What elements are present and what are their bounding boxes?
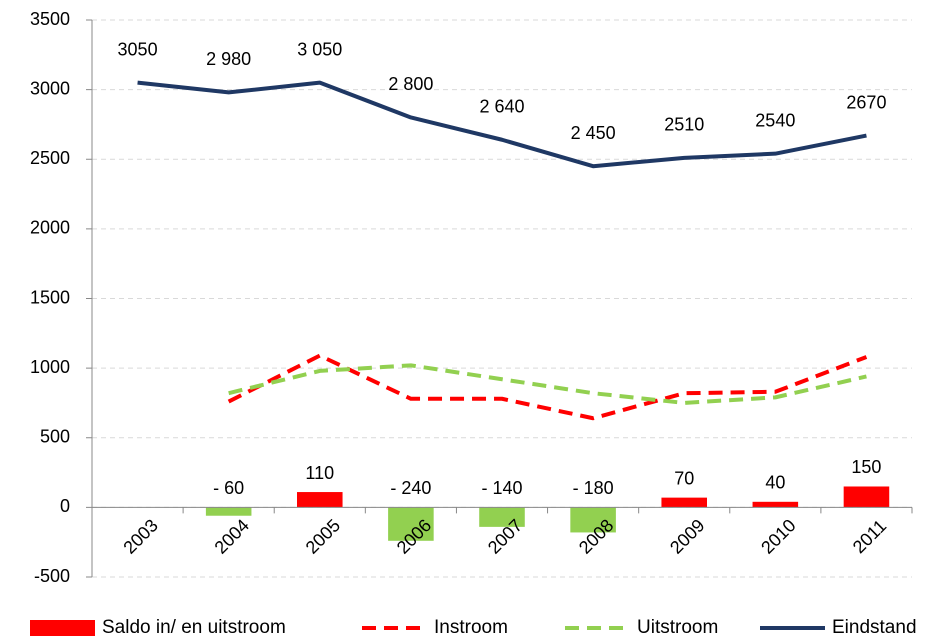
data-label: 3 050	[297, 39, 342, 59]
legend-label: Instroom	[434, 617, 508, 638]
y-tick-label: 3500	[30, 9, 70, 29]
x-tick-label: 2009	[666, 515, 708, 557]
data-label: 2670	[846, 92, 886, 112]
data-label: 2510	[664, 115, 704, 135]
line-series	[137, 80, 867, 169]
y-tick-label: 500	[40, 427, 70, 447]
data-label: - 60	[213, 478, 244, 498]
bar	[570, 507, 616, 533]
data-label: 70	[674, 468, 694, 488]
y-tick-label: -500	[34, 566, 70, 586]
x-tick-label: 2011	[849, 516, 891, 558]
bar	[388, 507, 434, 541]
bar	[479, 507, 525, 527]
bar	[661, 497, 707, 508]
data-label: 2540	[755, 110, 795, 130]
data-label: 2 980	[206, 49, 251, 69]
data-label: - 140	[481, 478, 522, 498]
bar	[205, 507, 252, 516]
data-label: 150	[851, 457, 881, 477]
bar	[752, 501, 799, 508]
legend-label: Eindstand	[832, 617, 917, 638]
data-label: 110	[305, 463, 334, 483]
bar	[297, 492, 343, 508]
y-tick-label: 2500	[30, 148, 70, 168]
y-tick-label: 3000	[30, 78, 70, 98]
x-tick-label: 2010	[757, 515, 799, 557]
data-label: - 180	[573, 478, 614, 498]
data-label: 40	[765, 473, 785, 493]
y-tick-label: 2000	[30, 218, 70, 238]
data-label: 2 800	[388, 74, 433, 94]
y-tick-label: 0	[60, 496, 70, 516]
x-tick-label: 2003	[119, 515, 161, 557]
bar	[843, 486, 890, 508]
data-label: - 240	[390, 478, 431, 498]
x-tick-label: 2004	[211, 515, 253, 557]
data-label: 2 450	[571, 123, 616, 143]
legend-label: Saldo in/ en uitstroom	[102, 617, 286, 638]
y-tick-label: 1000	[30, 357, 70, 377]
y-tick-label: 1500	[30, 287, 70, 307]
x-tick-label: 2005	[302, 515, 344, 557]
line-series	[228, 363, 867, 405]
data-label: 2 640	[479, 97, 524, 117]
legend-swatch	[30, 620, 95, 636]
data-label: 3050	[118, 39, 158, 59]
line-series	[227, 353, 868, 421]
legend-label: Uitstroom	[637, 617, 718, 638]
